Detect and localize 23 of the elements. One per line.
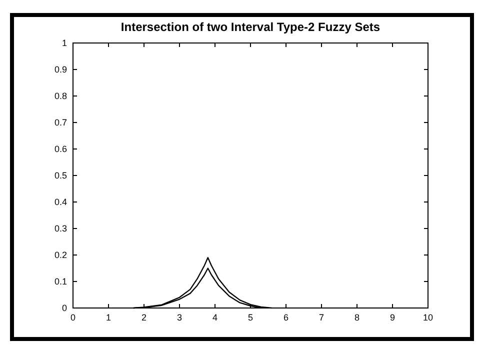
x-tick-label: 3: [176, 312, 182, 322]
x-tick-label: 9: [390, 312, 396, 322]
y-tick-label: 0.1: [54, 276, 67, 286]
x-tick-label: 0: [70, 312, 76, 322]
y-tick-label: 0.3: [54, 223, 67, 234]
x-tick-label: 2: [141, 312, 147, 322]
x-tick-label: 8: [354, 312, 360, 322]
y-tick-label: 0.7: [54, 117, 67, 128]
y-tick-label: 0.9: [54, 64, 67, 74]
x-tick-label: 7: [318, 312, 324, 322]
x-tick-label: 4: [212, 312, 218, 322]
chart-title: Intersection of two Interval Type-2 Fuzzy Sets: [120, 20, 380, 34]
x-tick-label: 1: [106, 312, 112, 322]
y-tick-label: 0.8: [54, 90, 67, 101]
y-tick-label: 0.2: [54, 250, 67, 260]
y-tick-label: 0.5: [54, 170, 67, 180]
y-tick-label: 0.6: [54, 144, 67, 154]
y-tick-label: 1: [62, 38, 67, 48]
x-tick-label: 6: [283, 312, 289, 322]
y-tick-label: 0.4: [54, 196, 67, 207]
x-tick-label: 10: [422, 312, 434, 322]
x-tick-label: 5: [248, 312, 254, 322]
y-tick-label: 0: [62, 302, 67, 313]
